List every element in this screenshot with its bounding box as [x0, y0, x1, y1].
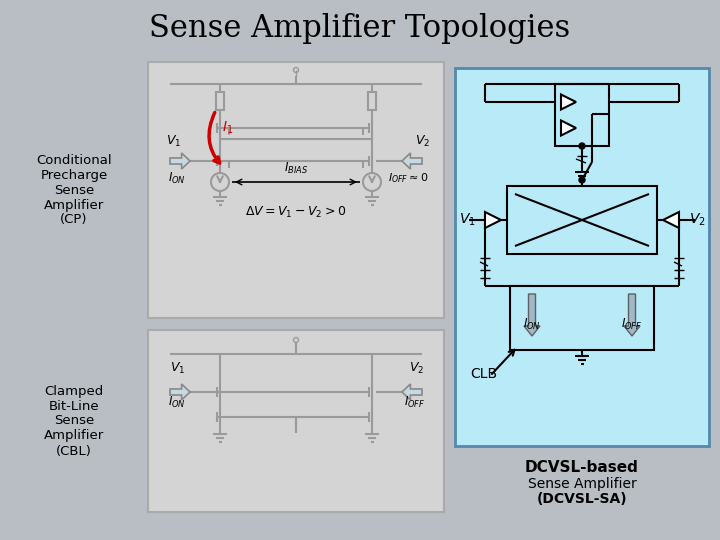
Text: $I_{ON}$: $I_{ON}$	[168, 395, 186, 410]
Polygon shape	[170, 384, 190, 400]
Polygon shape	[402, 384, 422, 400]
Text: Clamped
Bit-Line
Sense
Amplifier
(CBL): Clamped Bit-Line Sense Amplifier (CBL)	[44, 384, 104, 457]
Text: CLB: CLB	[470, 367, 497, 381]
Bar	[216, 92, 224, 110]
Bar	[368, 92, 376, 110]
Circle shape	[579, 177, 585, 183]
Text: Conditional
Precharge
Sense
Amplifier
(CP): Conditional Precharge Sense Amplifier (C…	[36, 153, 112, 226]
Text: $V_1$: $V_1$	[166, 133, 181, 148]
Bar	[455, 68, 709, 446]
Polygon shape	[663, 212, 679, 228]
Bar	[148, 330, 444, 512]
Bar	[555, 84, 609, 146]
Text: $\Delta V = V_1 - V_2 > 0$: $\Delta V = V_1 - V_2 > 0$	[246, 205, 346, 220]
Text: $V_2$: $V_2$	[409, 361, 424, 376]
Polygon shape	[485, 212, 501, 228]
Polygon shape	[170, 153, 190, 169]
Polygon shape	[402, 153, 422, 169]
Text: $V_2$: $V_2$	[688, 212, 706, 228]
Bar	[507, 186, 657, 254]
Text: $I_{ON}$: $I_{ON}$	[523, 316, 541, 332]
Text: $V_2$: $V_2$	[415, 133, 430, 148]
Text: $I_{BIAS}$: $I_{BIAS}$	[284, 161, 308, 176]
Text: $I_{ON}$: $I_{ON}$	[168, 171, 186, 186]
Text: DCVSL-based: DCVSL-based	[525, 460, 639, 475]
Text: (DCVSL-SA): (DCVSL-SA)	[536, 492, 627, 506]
Text: Sense Amplifier Topologies: Sense Amplifier Topologies	[149, 12, 571, 44]
FancyArrow shape	[624, 294, 640, 336]
Text: $V_1$: $V_1$	[459, 212, 475, 228]
Text: $V_1$: $V_1$	[170, 361, 185, 376]
Text: $I_{OFF}$: $I_{OFF}$	[621, 316, 643, 332]
Text: $I_{OFF}$: $I_{OFF}$	[405, 395, 426, 410]
FancyArrow shape	[524, 294, 540, 336]
Text: Sense Amplifier: Sense Amplifier	[528, 477, 636, 491]
Circle shape	[579, 143, 585, 149]
Bar	[148, 62, 444, 318]
Text: $I_1$: $I_1$	[222, 120, 233, 137]
Polygon shape	[561, 94, 576, 110]
Bar	[510, 286, 654, 350]
Polygon shape	[561, 120, 576, 136]
Text: $I_{OFF}\approx 0$: $I_{OFF}\approx 0$	[388, 171, 429, 185]
